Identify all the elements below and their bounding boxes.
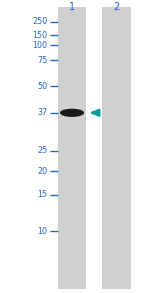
Text: 150: 150 — [32, 31, 47, 40]
Text: 37: 37 — [37, 108, 47, 117]
Text: 100: 100 — [32, 41, 47, 50]
Ellipse shape — [60, 109, 84, 117]
Text: 25: 25 — [37, 146, 47, 155]
Bar — [58, 7, 86, 289]
Text: 15: 15 — [37, 190, 47, 199]
Text: 1: 1 — [69, 2, 75, 12]
Bar — [102, 7, 130, 289]
Text: 2: 2 — [113, 2, 119, 12]
Text: 20: 20 — [37, 167, 47, 176]
Text: 75: 75 — [37, 56, 47, 64]
Text: 250: 250 — [32, 18, 47, 26]
Text: 10: 10 — [37, 227, 47, 236]
Text: 50: 50 — [37, 82, 47, 91]
